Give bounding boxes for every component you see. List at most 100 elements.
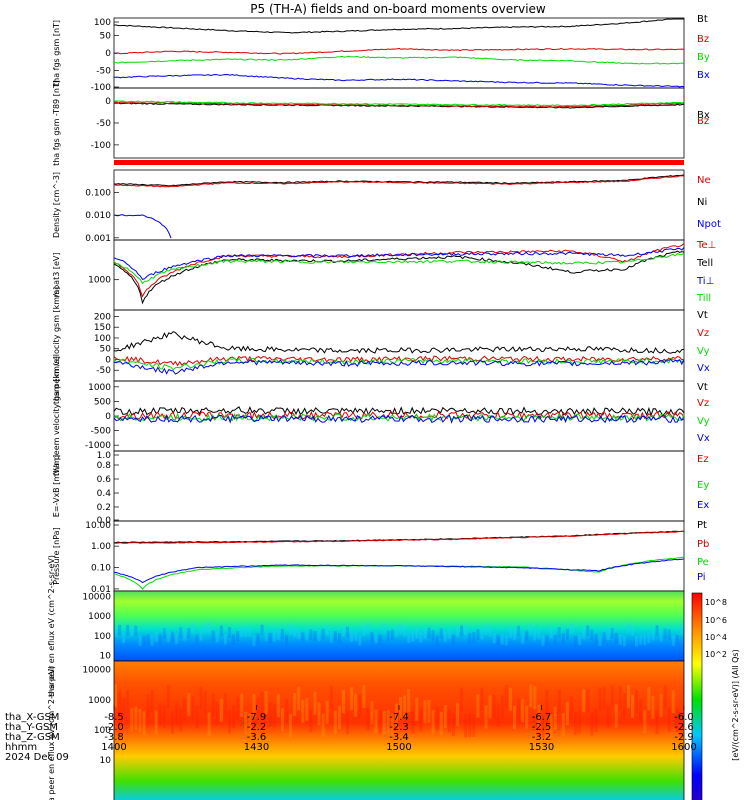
spectrogram-texture — [199, 630, 203, 641]
y-tick-label: 0 — [105, 412, 111, 422]
spectrogram-texture — [138, 635, 142, 646]
panel-frame — [113, 87, 685, 159]
spectrogram-texture — [419, 708, 423, 732]
spectrogram-texture — [114, 684, 117, 708]
series-line-Vx — [113, 358, 685, 375]
spectrogram-texture — [301, 632, 305, 643]
y-axis-label: E=-VxB [mV/m] — [52, 455, 61, 517]
x-axis-value: 1600 — [671, 742, 696, 753]
spectrogram-texture — [228, 710, 231, 734]
y-tick-label: 10 — [100, 651, 112, 661]
spectrogram-texture — [219, 698, 223, 722]
spectrogram-texture — [166, 631, 170, 643]
spectrogram-texture — [590, 712, 594, 736]
spectrogram-texture — [533, 629, 537, 641]
spectrogram-texture — [370, 701, 374, 725]
spectrogram-texture — [321, 713, 325, 737]
spectrogram-texture — [215, 702, 219, 726]
spectrogram-texture — [586, 689, 590, 713]
series-line-Te⊥ — [113, 243, 685, 298]
spectrogram-texture — [529, 684, 533, 708]
spectrogram-texture — [570, 696, 573, 720]
y-axis-label: tha fgs gsm -T89 [nT] — [52, 80, 61, 166]
spectrogram-texture — [337, 632, 341, 644]
y-tick-label: 10.00 — [85, 521, 111, 531]
spectrogram-texture — [158, 702, 162, 726]
spectrogram-texture — [215, 632, 219, 643]
spectrogram-texture — [598, 687, 602, 711]
colorbar-tick: 10^4 — [705, 633, 727, 642]
spectrogram-texture — [439, 628, 443, 639]
legend-label: Vt — [697, 382, 708, 393]
series-line-Bx — [113, 102, 685, 109]
spectrogram-texture — [382, 623, 386, 634]
legend-label: Ey — [697, 480, 709, 491]
spectrogram-texture — [647, 687, 651, 711]
y-tick-label: 1000 — [88, 383, 111, 393]
spectrogram-texture — [439, 711, 443, 735]
spectrogram-texture — [146, 633, 150, 645]
legend-label: By — [697, 52, 710, 63]
y-tick-label: 0.6 — [97, 475, 112, 485]
spectrogram-texture — [582, 628, 586, 640]
x-axis-row-label: hhmm — [5, 742, 37, 753]
spectrogram-texture — [350, 686, 354, 711]
x-axis-value: -2.0 — [104, 722, 124, 733]
spectrogram-texture — [570, 623, 573, 634]
spectrogram-texture — [399, 623, 402, 635]
spectrogram-texture — [533, 685, 537, 710]
x-axis-value: 1530 — [529, 742, 554, 753]
spectrogram-texture — [187, 628, 191, 639]
y-tick-label: 10000 — [82, 666, 111, 676]
spectrogram-texture — [199, 686, 203, 710]
y-tick-label: -100 — [91, 83, 112, 93]
y-tick-label: 0.100 — [85, 189, 111, 199]
series-line-Tell — [113, 250, 685, 305]
spectrogram-texture — [451, 713, 455, 737]
spectrogram-texture — [447, 628, 451, 639]
spectrogram-texture — [403, 695, 407, 719]
spectrogram-texture — [162, 704, 166, 729]
panel-temps: 1000 moat3 [eV] Te⊥ Tell Ti⊥ Till — [52, 239, 716, 311]
y-tick-label: 1000 — [88, 612, 111, 622]
spectrogram-texture — [232, 705, 236, 729]
y-tick-label: 0.2 — [97, 503, 111, 513]
y-axis-label: tha peir en eflux eV (cm^2-s-sr-eV) — [47, 555, 56, 697]
spectrogram-texture — [179, 627, 183, 638]
panel-frame — [113, 520, 685, 592]
x-axis-value: 1500 — [386, 742, 411, 753]
spectrogram-texture — [602, 686, 606, 710]
spectrogram-texture — [171, 710, 174, 734]
spectrogram-texture — [521, 633, 525, 644]
spectrogram-texture — [333, 710, 337, 734]
legend-label: Vy — [697, 416, 710, 427]
spectrogram-texture — [614, 704, 618, 728]
spectrogram-texture — [659, 693, 663, 717]
spectrogram-texture — [325, 700, 329, 724]
spectrogram-texture — [346, 626, 350, 638]
spectrogram-texture — [667, 629, 671, 641]
panel-density: 0.100 0.010 0.001 Density [cm^-3] Ne Ni Npot — [52, 169, 721, 244]
colorbar-tick: 10^6 — [705, 616, 727, 625]
spectrogram-texture — [252, 635, 256, 647]
spectrogram-texture — [285, 699, 288, 723]
spectrogram-texture — [187, 693, 191, 717]
spectrogram-texture — [427, 627, 431, 639]
spectrogram-texture — [134, 706, 138, 730]
spectrogram-texture — [158, 634, 162, 645]
spectrogram-texture — [285, 635, 288, 646]
legend-label: Pe — [697, 557, 709, 568]
legend-label: Ne — [697, 175, 711, 186]
spectrogram-texture — [451, 635, 455, 646]
spectrogram-texture — [602, 632, 606, 643]
spectrogram-texture — [346, 711, 350, 735]
spectrogram-texture — [549, 714, 553, 738]
y-tick-label: 1.0 — [97, 451, 112, 461]
y-tick-label: -50 — [96, 366, 111, 376]
spectrogram-texture — [549, 627, 553, 639]
spectrogram-texture — [211, 693, 215, 717]
spectrogram-texture — [264, 690, 268, 714]
y-tick-label: 0.8 — [97, 461, 112, 471]
